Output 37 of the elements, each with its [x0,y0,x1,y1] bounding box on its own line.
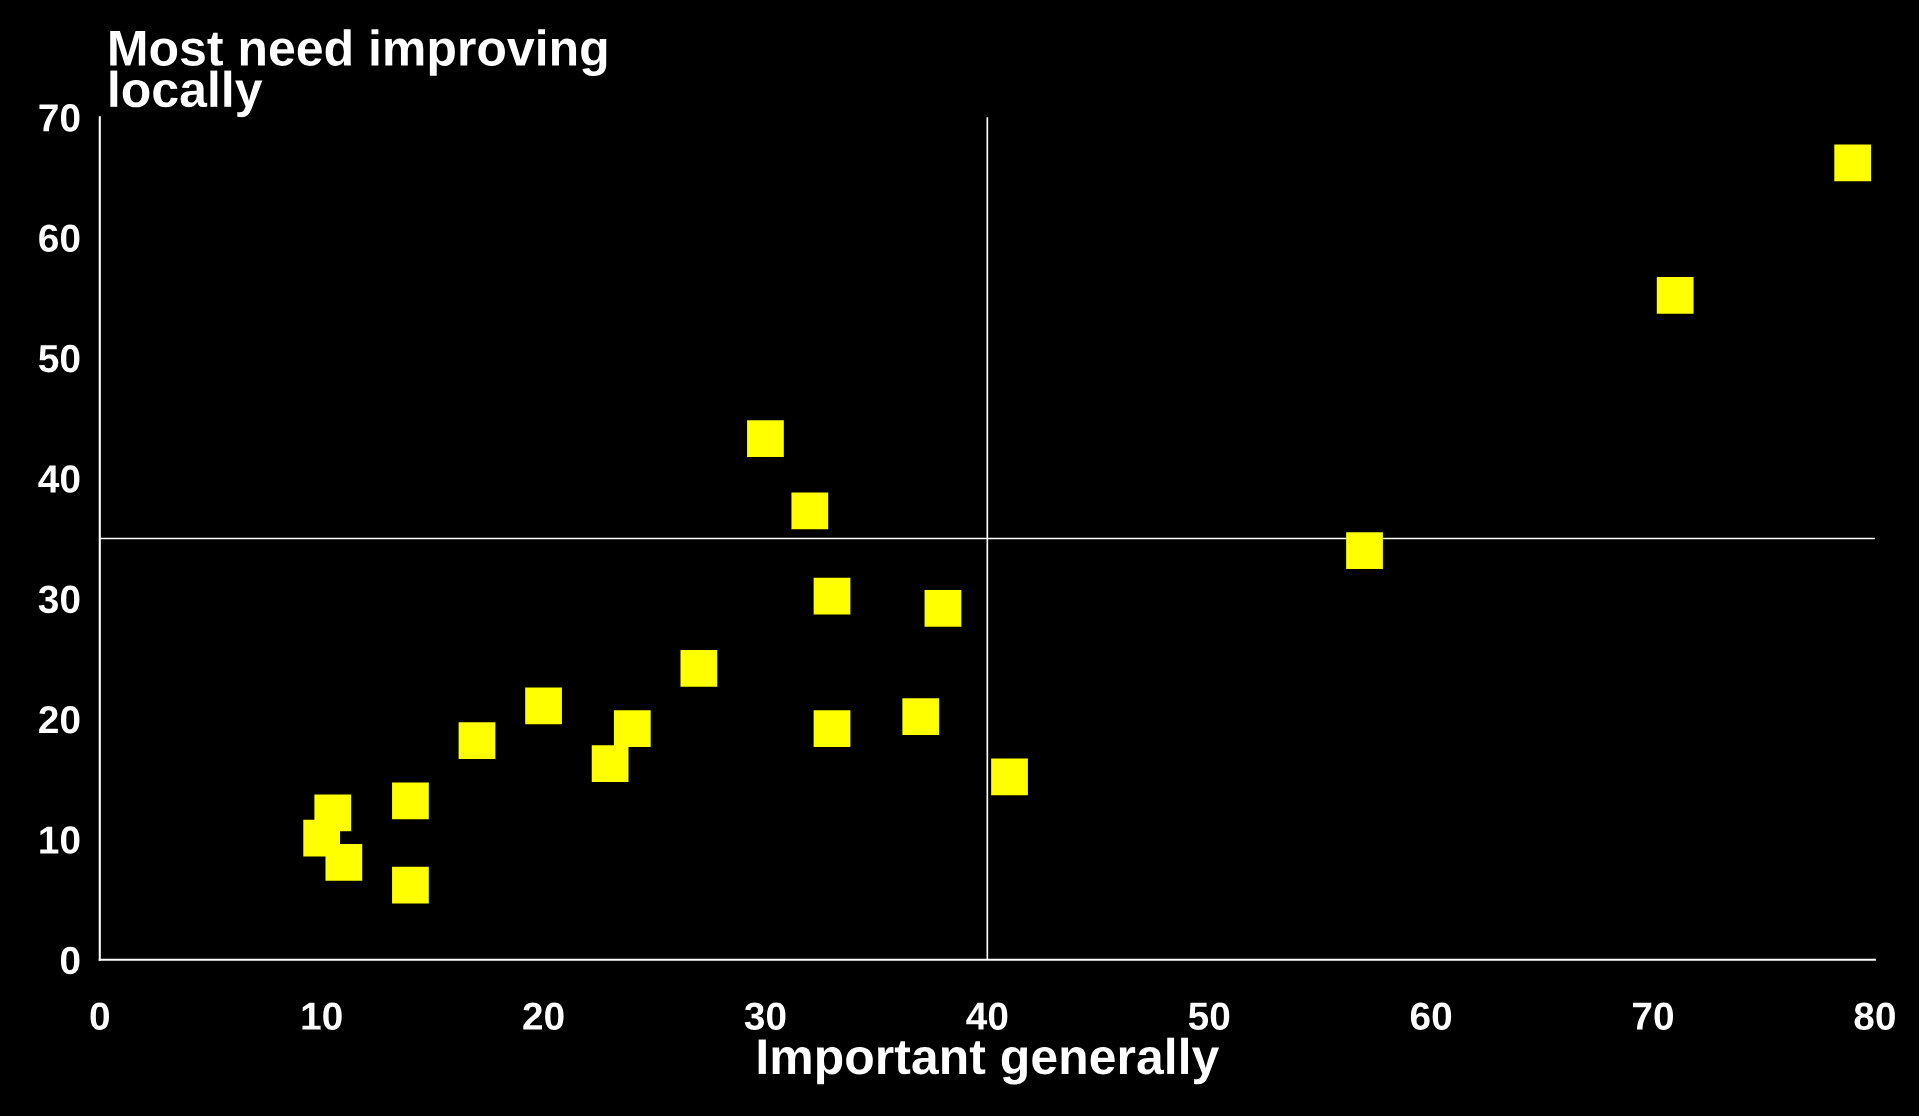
x-tick-label: 10 [302,1002,342,1030]
point [325,843,363,881]
point [680,650,718,687]
y-tick-label: 50 [38,344,80,373]
x-tick-label: 80 [1854,1002,1895,1030]
y-axis-title: Most need improving locally [110,29,607,118]
x-tick-label: 40 [966,1002,1008,1030]
point [613,710,651,748]
point [1834,144,1872,182]
point [813,577,851,615]
point [458,722,496,760]
point [392,866,429,904]
x-tick-label: 30 [744,1002,786,1031]
x-tick-label: 50 [1188,1002,1230,1030]
point [991,758,1028,796]
y-tick-label: 60 [39,224,80,253]
point [591,745,629,782]
y-tick-label: 0 [60,946,80,975]
y-tick-label: 20 [39,705,80,734]
point [924,589,962,627]
x-tick-label: 20 [523,1002,564,1030]
point [1346,532,1383,569]
point [902,698,940,735]
x-tick-label: 60 [1410,1002,1452,1030]
x-tick-label: 70 [1633,1002,1674,1030]
point [791,492,829,530]
x-tick-label: 0 [90,1002,110,1030]
point [747,420,784,457]
y-tick-label: 30 [38,585,80,614]
y-tick-label: 70 [39,104,80,132]
point [813,710,851,748]
x-axis-title: Important generally [758,1037,1220,1085]
point [525,687,562,725]
point [392,782,429,820]
y-tick-label: 10 [40,826,80,854]
point [1656,276,1694,314]
y-tick-label: 40 [38,465,80,493]
